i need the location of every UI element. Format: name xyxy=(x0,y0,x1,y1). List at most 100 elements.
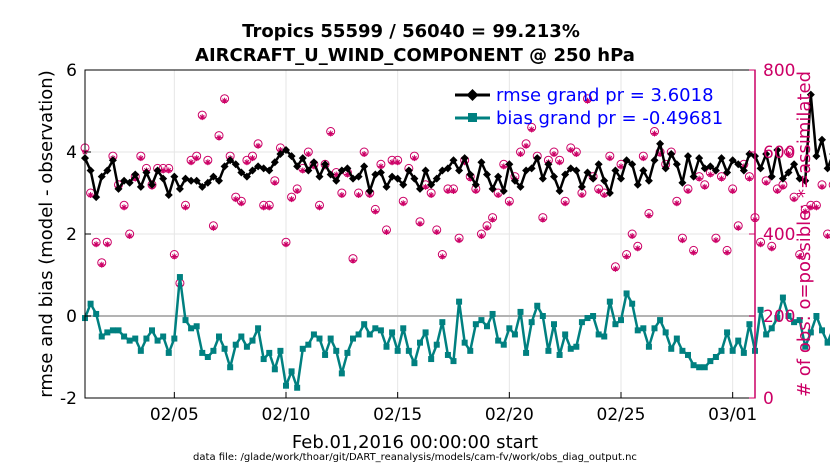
bias-marker xyxy=(199,349,206,356)
rmse-marker xyxy=(131,170,140,179)
obs-assimilated-marker xyxy=(221,97,228,104)
bias-marker xyxy=(740,349,747,356)
bias-marker xyxy=(472,321,479,328)
bias-marker xyxy=(344,349,351,356)
obs-assimilated-marker xyxy=(366,192,373,199)
bias-marker xyxy=(137,347,144,354)
bias-marker xyxy=(327,335,334,342)
bias-marker xyxy=(484,323,490,330)
obs-assimilated-marker xyxy=(506,200,513,207)
rmse-marker xyxy=(298,154,307,163)
bias-marker xyxy=(238,333,245,340)
bias-marker xyxy=(132,335,139,342)
bias-marker xyxy=(707,358,714,365)
obs-assimilated-marker xyxy=(640,155,647,162)
rmse-marker xyxy=(695,154,704,163)
bias-marker xyxy=(662,329,669,336)
bias-marker xyxy=(433,341,440,348)
bias-marker xyxy=(115,327,122,334)
rmse-marker xyxy=(684,152,692,161)
obs-assimilated-marker xyxy=(539,216,546,223)
bias-marker xyxy=(154,337,161,344)
bias-marker xyxy=(517,308,524,315)
obs-assimilated-marker xyxy=(433,228,440,235)
bias-marker xyxy=(305,341,312,348)
rmse-marker xyxy=(399,180,408,189)
obs-assimilated-marker xyxy=(355,192,362,199)
rmse-marker xyxy=(527,164,536,173)
rmse-marker xyxy=(784,168,793,177)
bias-marker xyxy=(444,351,451,358)
bias-marker xyxy=(584,315,591,322)
rmse-marker xyxy=(488,184,497,193)
bias-marker xyxy=(690,362,697,369)
bias-marker xyxy=(366,331,373,338)
rmse-marker xyxy=(114,184,123,193)
bias-marker xyxy=(511,331,518,338)
rmse-marker xyxy=(242,172,251,181)
bias-marker xyxy=(567,345,574,352)
bias-marker xyxy=(578,319,585,326)
bias-marker xyxy=(645,343,652,350)
bias-marker xyxy=(165,349,172,356)
rmse-marker xyxy=(108,156,117,165)
legend-label-bias: bias grand pr = -0.49681 xyxy=(496,108,723,129)
y-tick-label-right: 600 xyxy=(763,143,795,163)
obs-assimilated-marker xyxy=(160,167,167,174)
rmse-marker xyxy=(734,160,743,169)
bias-marker xyxy=(160,333,167,340)
rmse-marker xyxy=(393,174,402,183)
obs-assimilated-marker xyxy=(271,179,278,186)
bias-marker xyxy=(456,298,463,305)
bias-marker xyxy=(232,341,239,348)
obs-assimilated-marker xyxy=(316,204,323,211)
bias-marker xyxy=(104,329,111,336)
rmse-marker xyxy=(92,193,101,202)
bias-marker xyxy=(411,360,418,367)
obs-assimilated-marker xyxy=(763,179,770,186)
legend-marker-bias xyxy=(468,113,477,122)
obs-assimilated-marker xyxy=(707,171,714,178)
rmse-marker xyxy=(583,168,592,177)
rmse-marker xyxy=(466,170,475,179)
obs-assimilated-marker xyxy=(193,155,200,162)
rmse-marker xyxy=(544,160,553,169)
bias-marker xyxy=(785,313,792,319)
rmse-marker xyxy=(136,182,145,191)
obs-assimilated-marker xyxy=(484,224,490,231)
obs-assimilated-marker xyxy=(249,155,256,162)
bias-marker xyxy=(601,333,608,340)
bias-marker xyxy=(271,366,278,373)
bias-marker xyxy=(523,349,530,356)
obs-assimilated-marker xyxy=(807,204,814,211)
bias-marker xyxy=(377,327,384,334)
bias-marker xyxy=(400,325,407,332)
rmse-marker xyxy=(577,182,586,191)
rmse-marker xyxy=(756,164,765,173)
bias-marker xyxy=(333,347,340,354)
obs-assimilated-marker xyxy=(255,142,262,149)
rmse-marker xyxy=(483,170,491,179)
bias-marker xyxy=(763,331,770,338)
bias-marker xyxy=(188,325,195,332)
bias-marker xyxy=(729,347,736,354)
obs-assimilated-marker xyxy=(243,159,250,166)
y-axis-right-label: # of obs: o=possible; *=assimilated xyxy=(794,71,815,397)
y-tick-label-left: 4 xyxy=(66,143,77,163)
obs-assimilated-marker xyxy=(735,224,742,231)
rmse-marker xyxy=(376,168,385,177)
rmse-marker xyxy=(605,189,614,197)
rmse-marker xyxy=(410,174,419,183)
obs-assimilated-marker xyxy=(724,249,731,256)
x-tick-label: 03/01 xyxy=(708,405,757,425)
bias-marker xyxy=(824,339,830,346)
obs-assimilated-marker xyxy=(344,171,351,178)
rmse-series xyxy=(81,90,830,202)
rmse-marker xyxy=(689,172,698,181)
bias-marker xyxy=(640,325,647,332)
obs-assimilated-marker xyxy=(260,204,267,211)
obs-assimilated-marker xyxy=(165,167,172,174)
bias-marker xyxy=(562,331,569,338)
rmse-marker xyxy=(315,172,324,181)
bias-marker xyxy=(461,339,468,346)
